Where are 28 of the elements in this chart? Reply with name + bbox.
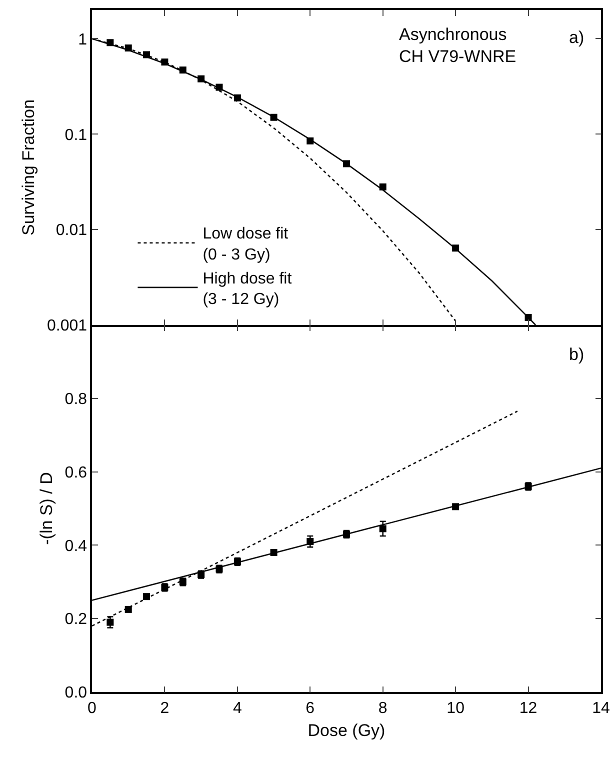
y-tick-label: 0.0 <box>64 684 88 702</box>
point <box>379 525 386 532</box>
x-tick-label: 2 <box>160 700 170 717</box>
x-tick-label: 8 <box>378 700 388 717</box>
x-tick-label: 0 <box>88 700 97 717</box>
legend-label: High dose fit (3 - 12 Gy) <box>202 270 292 308</box>
x-tick-label: 6 <box>306 700 315 717</box>
y-tick-label: 0.8 <box>64 391 88 408</box>
annotation: a) <box>569 28 584 47</box>
y-tick-label: 0.001 <box>47 318 88 335</box>
y-axis-title: Surviving Fraction <box>19 99 38 236</box>
point <box>143 593 150 600</box>
x-tick-label: 14 <box>592 700 610 717</box>
annotation: b) <box>569 345 584 364</box>
annotation: Asynchronous CH V79-WNRE <box>399 25 516 66</box>
x-axis-title: Dose (Gy) <box>308 720 386 740</box>
point <box>106 618 114 626</box>
legend-label: Low dose fit (0 - 3 Gy) <box>202 226 289 264</box>
y-tick-label: 0.2 <box>64 611 88 628</box>
y-tick-label: 0.01 <box>56 222 88 240</box>
y-tick-label: 0.6 <box>64 464 88 482</box>
y-tick-label: 0.4 <box>64 538 88 555</box>
y-tick-label: 1 <box>78 31 88 48</box>
x-tick-label: 12 <box>519 700 538 717</box>
y-axis-title: -(ln S) / D <box>36 472 56 545</box>
x-tick-label: 4 <box>232 700 242 717</box>
x-tick-label: 10 <box>446 700 465 717</box>
y-tick-label: 0.1 <box>64 126 88 144</box>
